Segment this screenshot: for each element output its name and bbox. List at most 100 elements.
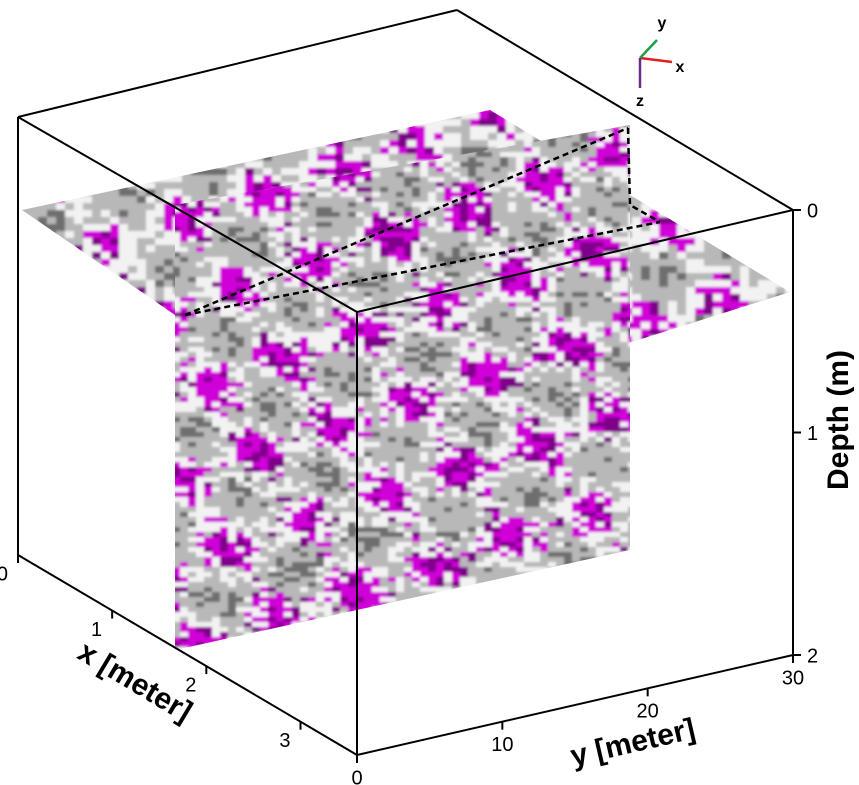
texture-cell [484, 252, 493, 258]
texture-cell [758, 252, 768, 260]
texture-cell [83, 287, 93, 295]
texture-cell [119, 168, 129, 176]
texture-cell [65, 252, 75, 260]
texture-cell [56, 224, 66, 232]
texture-cell [776, 168, 786, 176]
texture-cell [542, 126, 552, 134]
texture-cell [47, 112, 57, 120]
texture-cell [200, 147, 210, 155]
texture-cell [659, 280, 669, 288]
texture-cell [74, 112, 84, 120]
texture-cell [604, 242, 613, 248]
texture-cell [500, 207, 509, 213]
texture-cell [164, 308, 174, 316]
texture-cell [572, 127, 581, 133]
texture-cell [308, 202, 317, 208]
texture-cell [292, 257, 301, 263]
texture-cell [388, 207, 397, 213]
texture-cell [588, 202, 597, 208]
texture-cell [245, 112, 255, 120]
texture-cell [356, 182, 365, 188]
texture-cell [316, 207, 325, 213]
texture-cell [164, 112, 174, 120]
texture-cell [164, 280, 174, 288]
texture-cell [180, 242, 189, 248]
texture-cell [650, 133, 660, 141]
texture-cell [218, 140, 228, 148]
texture-cell [713, 210, 723, 218]
texture-cell [677, 168, 687, 176]
texture-cell [137, 217, 147, 225]
texture-cell [22, 329, 30, 337]
texture-cell [476, 242, 485, 248]
texture-cell [364, 182, 373, 188]
texture-cell [74, 238, 84, 246]
texture-cell [244, 202, 253, 208]
texture-cell [204, 125, 213, 128]
texture-cell [404, 252, 413, 258]
texture-cell [83, 168, 93, 176]
texture-cell [268, 192, 277, 198]
texture-cell [722, 329, 732, 337]
texture-cell [428, 227, 437, 233]
texture-cell [164, 126, 174, 134]
texture-cell [428, 277, 437, 283]
texture-cell [300, 242, 309, 248]
texture-cell [632, 161, 642, 169]
texture-cell [722, 140, 732, 148]
texture-cell [348, 127, 357, 133]
texture-cell [56, 280, 66, 288]
texture-cell [508, 162, 517, 168]
texture-cell [776, 224, 786, 232]
texture-cell [650, 329, 660, 337]
texture-cell [164, 182, 174, 190]
texture-cell [182, 161, 192, 169]
texture-cell [758, 336, 768, 344]
texture-cell [412, 262, 421, 268]
texture-cell [22, 315, 30, 323]
texture-cell [284, 132, 293, 138]
texture-cell [92, 280, 102, 288]
texture-cell [659, 203, 669, 211]
texture-cell [56, 112, 66, 120]
texture-cell [110, 280, 120, 288]
texture-cell [101, 231, 111, 239]
texture-cell [276, 252, 285, 258]
texture-cell [650, 273, 660, 281]
texture-cell [713, 266, 723, 274]
texture-cell [767, 322, 777, 330]
texture-cell [731, 189, 741, 197]
texture-cell [452, 242, 461, 248]
texture-cell [659, 147, 669, 155]
texture-cell [92, 224, 102, 232]
texture-cell [588, 242, 597, 248]
texture-cell [220, 152, 229, 158]
texture-cell [29, 343, 39, 351]
texture-cell [220, 157, 229, 163]
texture-cell [740, 294, 750, 302]
texture-cell [470, 110, 480, 113]
texture-cell [220, 212, 229, 218]
texture-cell [492, 167, 501, 173]
texture-cell [488, 140, 498, 148]
texture-cell [332, 232, 341, 238]
texture-cell [551, 110, 561, 113]
texture-cell [404, 227, 413, 233]
texture-cell [356, 202, 365, 208]
texture-cell [444, 157, 453, 163]
texture-cell [516, 157, 525, 163]
texture-cell [572, 277, 581, 283]
texture-cell [263, 126, 273, 134]
texture-cell [604, 192, 613, 198]
texture-cell [316, 267, 325, 273]
texture-cell [659, 182, 669, 190]
texture-cell [335, 161, 345, 169]
texture-cell [316, 232, 325, 238]
texture-cell [596, 125, 605, 128]
texture-cell [596, 227, 605, 233]
texture-cell [508, 232, 517, 238]
texture-cell [659, 224, 669, 232]
texture-cell [110, 119, 120, 127]
texture-cell [704, 210, 714, 218]
texture-cell [137, 350, 147, 352]
